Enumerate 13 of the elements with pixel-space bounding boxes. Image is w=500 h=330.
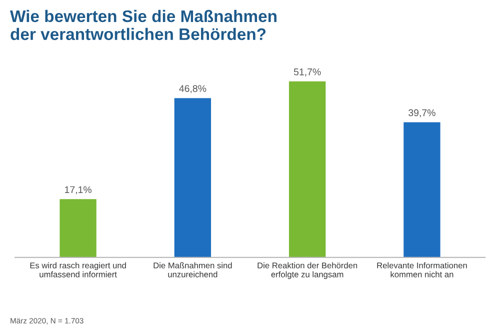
- x-tick-label: Relevante Informationen kommen nicht an: [377, 262, 467, 278]
- data-label: 46,8%: [179, 85, 206, 94]
- x-tick-label: Die Reaktion der Behörden erfolgte zu langsam: [258, 262, 358, 280]
- data-label: 51,7%: [294, 68, 321, 76]
- bar: [174, 98, 212, 258]
- bar: [404, 122, 440, 258]
- bar: [288, 81, 326, 258]
- data-label: 39,7%: [408, 109, 436, 118]
- x-tick-label: Es wird rasch reagiert und umfassend informiert: [30, 262, 126, 278]
- chart-title: Wie bewerten Sie die Maßnahmen der verantwortlichen Behörden?: [10, 10, 276, 40]
- bar: [60, 199, 96, 258]
- data-label: 17,1%: [65, 186, 92, 194]
- x-tick-label: Die Maßnahmen sind unzureichend: [154, 262, 232, 278]
